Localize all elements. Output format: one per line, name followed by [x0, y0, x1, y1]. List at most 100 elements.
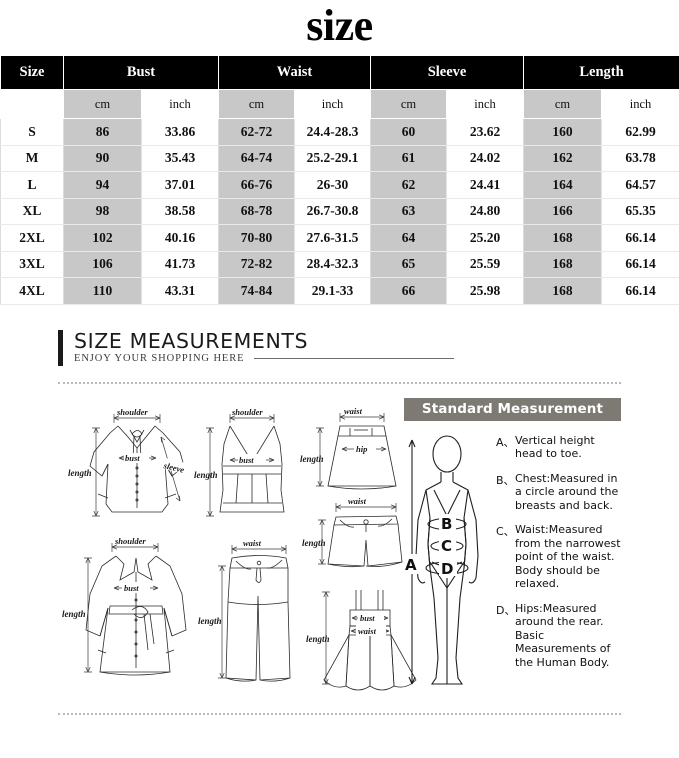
diagram-skirt: length waist hip [298, 404, 413, 500]
cell-bust-inch: 43.31 [141, 277, 219, 305]
cell-size: 4XL [0, 277, 64, 305]
cell-sleeve-inch: 25.20 [446, 224, 525, 252]
diagram-coat: length shoulder [62, 532, 202, 692]
garment-diagrams: length shoulder [58, 398, 418, 703]
list-item: C、 Waist:Measured from the narrowest poi… [496, 523, 621, 591]
cell-size: S [0, 118, 64, 146]
column-header-waist: Waist [217, 55, 372, 90]
subtitle-rule [254, 357, 455, 359]
diagram-pants: length waist [198, 532, 308, 692]
cell-bust-cm: 110 [63, 277, 142, 305]
cell-length-inch: 62.99 [601, 118, 679, 146]
cell-waist-inch: 28.4-32.3 [293, 250, 372, 278]
cell-waist-inch: 25.2-29.1 [293, 144, 372, 172]
unit-header-length-cm: cm [523, 89, 603, 119]
section-title: SIZE MEASUREMENTS [74, 328, 309, 353]
table-row: 3XL 106 41.73 72-82 28.4-32.3 65 25.59 1… [0, 250, 679, 278]
label-length: length [62, 609, 86, 619]
cell-waist-cm: 66-76 [218, 171, 295, 199]
unit-header-sleeve-inch: inch [446, 89, 525, 119]
unit-header-waist-inch: inch [293, 89, 372, 119]
unit-header-sleeve-cm: cm [370, 89, 448, 119]
cell-sleeve-inch: 24.02 [446, 144, 525, 172]
cell-bust-cm: 86 [63, 118, 142, 146]
label-shoulder: shoulder [231, 407, 263, 417]
column-header-size: Size [0, 55, 64, 90]
figure-letter-c: C [441, 537, 452, 555]
item-letter: D、 [496, 603, 516, 617]
label-hip: hip [356, 444, 367, 454]
standard-measurement-banner: Standard Measurement [404, 397, 621, 421]
cell-length-inch: 65.35 [601, 197, 679, 225]
cell-sleeve-cm: 63 [370, 197, 448, 225]
table-row: S 86 33.86 62-72 24.4-28.3 60 23.62 160 … [0, 118, 679, 146]
cell-length-cm: 168 [523, 224, 603, 252]
cell-waist-cm: 70-80 [218, 224, 295, 252]
unit-header-length-inch: inch [601, 89, 679, 119]
cell-length-inch: 63.78 [601, 144, 679, 172]
cell-sleeve-inch: 24.41 [446, 171, 525, 199]
cell-waist-cm: 74-84 [218, 277, 295, 305]
label-shoulder: shoulder [116, 407, 148, 417]
cell-bust-inch: 38.58 [141, 197, 219, 225]
cell-bust-cm: 98 [63, 197, 142, 225]
standard-measurement-list: A、 Vertical height head to toe. B、 Chest… [490, 428, 621, 695]
diagram-tank-top: length shoulder [194, 404, 304, 532]
item-letter: C、 [496, 525, 515, 538]
measurement-panel: length shoulder [58, 397, 621, 703]
table-group-header-row: Size Bust Waist Sleeve Length [0, 55, 679, 90]
table-row: 4XL 110 43.31 74-84 29.1-33 66 25.98 168… [0, 277, 679, 305]
figure-letter-d: D [441, 560, 453, 578]
list-item: B、 Chest:Measured in a circle around the… [496, 472, 621, 513]
label-waist: waist [358, 626, 377, 636]
cell-size: M [0, 144, 64, 172]
section-subtitle: ENJOY YOUR SHOPPING HERE [74, 352, 245, 364]
cell-waist-cm: 68-78 [218, 197, 295, 225]
cell-length-inch: 66.14 [601, 250, 679, 278]
figure-letter-a: A [405, 556, 417, 574]
cell-length-inch: 66.14 [601, 277, 679, 305]
item-text: Vertical height head to toe. [515, 433, 595, 461]
label-length: length [194, 470, 218, 480]
cell-waist-cm: 64-74 [218, 144, 295, 172]
item-letter: B、 [496, 473, 515, 487]
cell-bust-cm: 106 [63, 250, 142, 278]
standard-measurement-card: Standard Measurement [404, 397, 621, 698]
label-length: length [306, 634, 330, 644]
cell-waist-inch: 29.1-33 [293, 277, 372, 305]
cell-bust-inch: 33.86 [141, 118, 219, 146]
diagram-blouse: length shoulder [62, 404, 197, 532]
label-length: length [68, 468, 92, 478]
cell-sleeve-cm: 60 [370, 118, 448, 146]
cell-size: 2XL [0, 224, 64, 252]
cell-sleeve-inch: 25.59 [446, 250, 525, 278]
label-bust: bust [124, 583, 139, 593]
cell-length-cm: 166 [523, 197, 603, 225]
dotted-divider-top [58, 381, 621, 384]
list-item: D、 Hips:Measured around the rear. Basic … [496, 602, 621, 670]
cell-sleeve-cm: 64 [370, 224, 448, 252]
list-item: A、 Vertical height head to toe. [496, 434, 621, 461]
diagram-dress: length bust [306, 580, 418, 698]
table-row: M 90 35.43 64-74 25.2-29.1 61 24.02 162 … [0, 144, 679, 172]
label-bust: bust [360, 613, 375, 623]
label-bust: bust [239, 455, 254, 465]
cell-length-inch: 64.57 [601, 171, 679, 199]
cell-waist-inch: 26.7-30.8 [293, 197, 372, 225]
section-heading-block: SIZE MEASUREMENTS ENJOY YOUR SHOPPING HE… [38, 328, 641, 366]
column-header-bust: Bust [63, 55, 219, 90]
cell-length-cm: 162 [523, 144, 603, 172]
cell-waist-inch: 24.4-28.3 [293, 118, 372, 146]
heading-accent-bar [58, 329, 63, 366]
size-chart-table: Size Bust Waist Sleeve Length cm inch cm… [0, 55, 679, 305]
label-waist: waist [344, 406, 363, 416]
cell-sleeve-cm: 62 [370, 171, 448, 199]
cell-length-inch: 66.14 [601, 224, 679, 252]
cell-sleeve-cm: 61 [370, 144, 448, 172]
column-header-length: Length [523, 55, 679, 90]
figure-letter-b: B [441, 515, 452, 533]
cell-length-cm: 168 [523, 277, 603, 305]
body-figure-diagram: A B C D [404, 428, 490, 695]
size-measurements-section: SIZE MEASUREMENTS ENJOY YOUR SHOPPING HE… [0, 328, 679, 715]
cell-length-cm: 168 [523, 250, 603, 278]
